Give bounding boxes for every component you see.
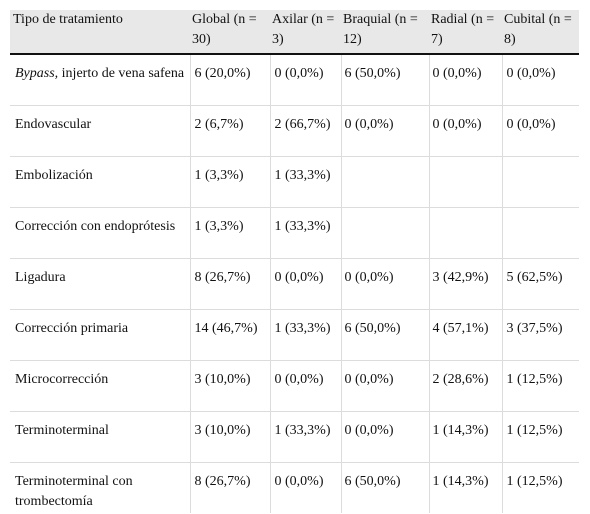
cell-braquial: 0 (0,0%) [341, 105, 430, 156]
cell-global: 8 (26,7%) [190, 258, 271, 309]
cell-axilar: 1 (33,3%) [270, 207, 342, 258]
header-radial: Radial (n = 7) [431, 12, 495, 47]
cell-cubital [502, 207, 579, 258]
cell-axilar: 0 (0,0%) [270, 54, 342, 105]
row-label: Embolización [15, 167, 93, 183]
header-cubital: Cubital (n = 8) [504, 12, 572, 47]
table-row: Ligadura 8 (26,7%) 0 (0,0%) 0 (0,0%) 3 (42,9… [10, 258, 579, 309]
cell-global: 8 (26,7%) [190, 462, 271, 513]
header-axilar: Axilar (n = 3) [272, 12, 335, 47]
cell-axilar: 2 (66,7%) [270, 105, 342, 156]
cell-braquial [341, 156, 430, 207]
header-global: Global (n = 30) [192, 12, 257, 47]
cell-global: 3 (10,0%) [190, 411, 271, 462]
row-label-italic: Bypass, [15, 66, 59, 81]
table-row: Terminoterminal con trombectomía 8 (26,7%… [10, 462, 579, 513]
cell-cubital [502, 156, 579, 207]
cell-braquial: 0 (0,0%) [341, 258, 430, 309]
row-label-cell: Embolización [10, 156, 191, 207]
row-label: Corrección primaria [15, 320, 129, 336]
cell-radial [429, 207, 503, 258]
cell-cubital: 0 (0,0%) [506, 116, 556, 132]
cell-axilar: 1 (33,3%) [270, 309, 342, 360]
cell-cubital: 1 (12,5%) [506, 422, 563, 438]
cell-cubital: 0 (0,0%) [506, 66, 556, 81]
row-label: Corrección con endoprótesis [15, 218, 176, 234]
row-label: Terminoterminal [15, 422, 109, 438]
cell-cubital: 5 (62,5%) [506, 269, 563, 285]
cell-global: 6 (20,0%) [190, 54, 271, 105]
cell-axilar: 1 (33,3%) [270, 411, 342, 462]
cell-radial: 0 (0,0%) [429, 105, 503, 156]
cell-radial: 1 (14,3%) [429, 411, 503, 462]
cell-cubital: 1 (12,5%) [506, 473, 563, 489]
row-label-cell: Microcorrección [10, 360, 191, 411]
table-header: Tipo de tratamiento Global (n = 30) Axil… [10, 10, 579, 54]
cell-radial: 0 (0,0%) [429, 54, 503, 105]
cell-radial [429, 156, 503, 207]
table-row: Microcorrección 3 (10,0%) 0 (0,0%) 0 (0,0%)… [10, 360, 579, 411]
row-label: Ligadura [15, 269, 66, 285]
cell-radial: 2 (28,6%) [429, 360, 503, 411]
row-label-cell: Corrección primaria [10, 309, 191, 360]
header-treatment-type: Tipo de tratamiento [13, 12, 123, 27]
row-label-cell: Terminoterminal [10, 411, 191, 462]
cell-axilar: 0 (0,0%) [270, 258, 342, 309]
cell-global: 1 (3,3%) [190, 207, 271, 258]
row-label: Terminoterminal con trombectomía [15, 473, 133, 509]
cell-radial: 3 (42,9%) [429, 258, 503, 309]
cell-global: 14 (46,7%) [190, 309, 271, 360]
header-braquial: Braquial (n = 12) [343, 12, 418, 47]
cell-axilar: 0 (0,0%) [270, 462, 342, 513]
row-label-cell: Terminoterminal con trombectomía [10, 462, 191, 513]
table-row: Terminoterminal 3 (10,0%) 1 (33,3%) 0 (0,0%… [10, 411, 579, 462]
table-row: Endovascular 2 (6,7%) 2 (66,7%) 0 (0,0%) 0 (… [10, 105, 579, 156]
cell-cubital: 3 (37,5%) [506, 320, 563, 336]
row-label-cell: Corrección con endoprótesis [10, 207, 191, 258]
cell-braquial [341, 207, 430, 258]
row-label: Endovascular [15, 116, 92, 132]
row-label-cell: Bypass, injerto de vena safena [10, 54, 191, 105]
table-row: Corrección con endoprótesis 1 (3,3%) 1 (33… [10, 207, 579, 258]
cell-braquial: 6 (50,0%) [341, 462, 430, 513]
cell-radial: 1 (14,3%) [429, 462, 503, 513]
table-row: Bypass, injerto de vena safena 6 (20,0%) 0… [10, 54, 579, 105]
cell-axilar: 0 (0,0%) [270, 360, 342, 411]
header-row: Tipo de tratamiento Global (n = 30) Axil… [10, 10, 579, 54]
cell-braquial: 6 (50,0%) [341, 54, 430, 105]
cell-braquial: 6 (50,0%) [341, 309, 430, 360]
row-label: injerto de vena safena [58, 66, 185, 81]
table-row: Embolización 1 (3,3%) 1 (33,3%) [10, 156, 579, 207]
cell-global: 3 (10,0%) [190, 360, 271, 411]
cell-global: 1 (3,3%) [190, 156, 271, 207]
cell-global: 2 (6,7%) [190, 105, 271, 156]
row-label: Microcorrección [15, 371, 109, 387]
cell-braquial: 0 (0,0%) [341, 360, 430, 411]
row-label-cell: Ligadura [10, 258, 191, 309]
cell-axilar: 1 (33,3%) [270, 156, 342, 207]
table-body: Bypass, injerto de vena safena 6 (20,0%) 0… [10, 54, 579, 513]
table-row: Corrección primaria 14 (46,7%) 1 (33,3%) 6 … [10, 309, 579, 360]
cell-cubital: 1 (12,5%) [506, 371, 563, 387]
treatment-table: Tipo de tratamiento Global (n = 30) Axil… [10, 10, 579, 513]
cell-braquial: 0 (0,0%) [341, 411, 430, 462]
cell-radial: 4 (57,1%) [429, 309, 503, 360]
row-label-cell: Endovascular [10, 105, 191, 156]
